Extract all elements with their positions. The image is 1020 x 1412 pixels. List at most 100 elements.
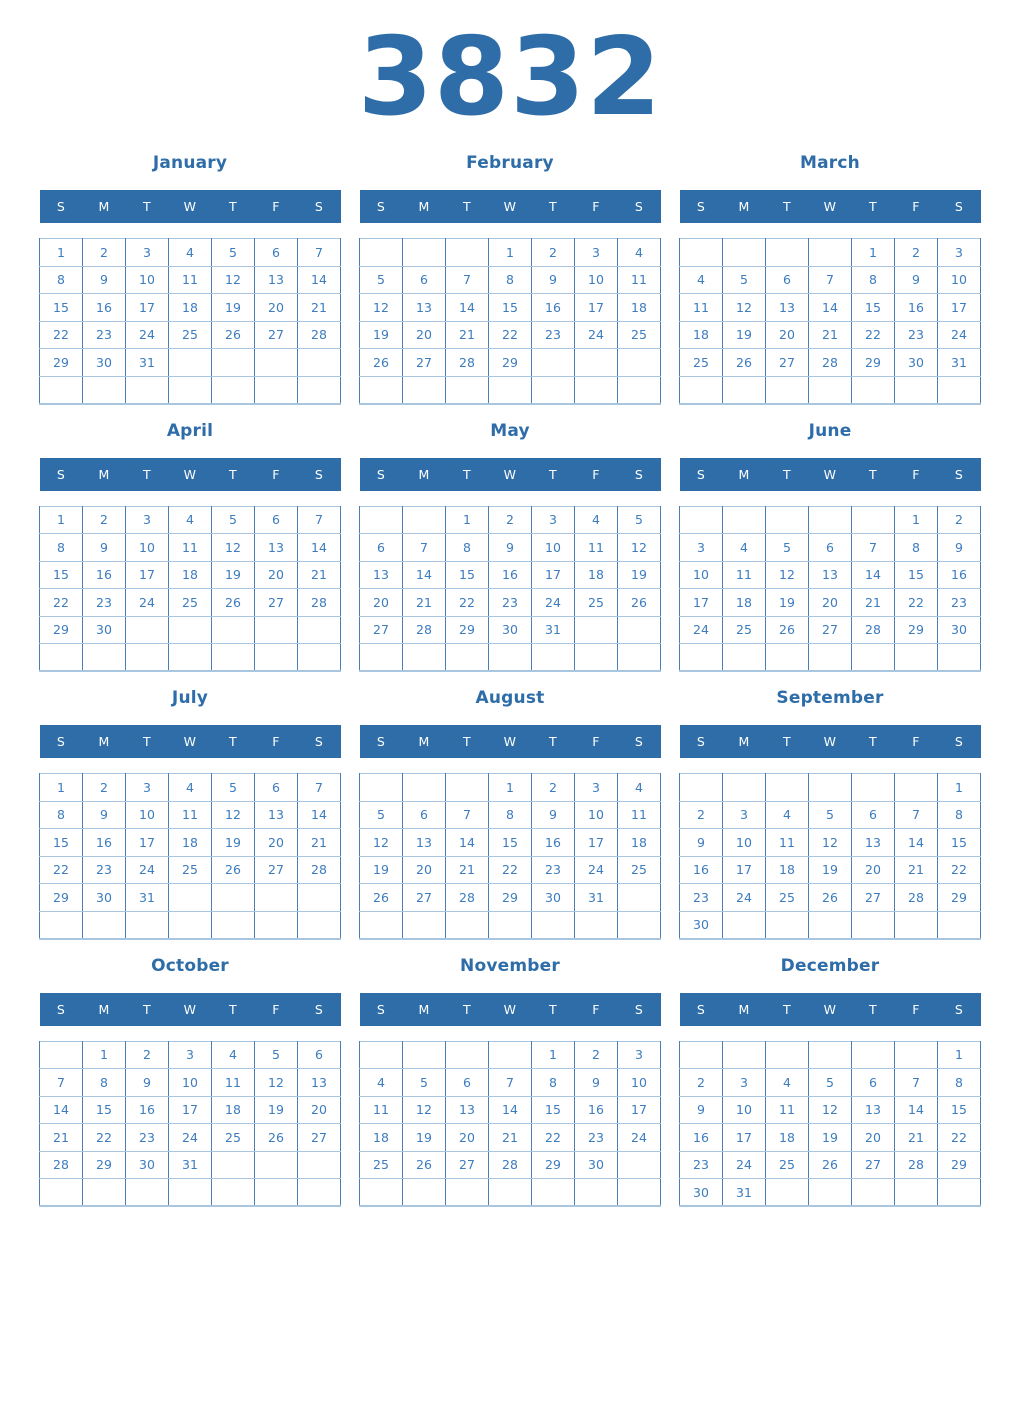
day-cell[interactable]: 20 — [254, 560, 298, 589]
day-cell[interactable]: 3 — [722, 800, 766, 829]
day-cell[interactable]: 26 — [617, 588, 661, 617]
day-cell[interactable]: 9 — [531, 265, 575, 294]
day-cell[interactable]: 2 — [82, 505, 126, 534]
day-cell[interactable]: 17 — [125, 560, 169, 589]
day-cell[interactable]: 20 — [402, 320, 446, 349]
day-cell[interactable]: 20 — [254, 828, 298, 857]
day-cell[interactable]: 16 — [82, 828, 126, 857]
day-cell[interactable]: 19 — [211, 828, 255, 857]
day-cell[interactable]: 8 — [39, 533, 83, 562]
day-cell[interactable]: 23 — [531, 855, 575, 884]
day-cell[interactable]: 23 — [531, 320, 575, 349]
day-cell[interactable]: 28 — [894, 883, 938, 912]
day-cell[interactable]: 30 — [531, 883, 575, 912]
day-cell[interactable]: 11 — [617, 265, 661, 294]
day-cell[interactable]: 7 — [851, 533, 895, 562]
day-cell[interactable]: 14 — [851, 560, 895, 589]
day-cell[interactable]: 25 — [168, 588, 212, 617]
day-cell[interactable]: 7 — [445, 800, 489, 829]
day-cell[interactable]: 29 — [39, 883, 83, 912]
day-cell[interactable]: 19 — [808, 855, 852, 884]
day-cell[interactable]: 6 — [402, 265, 446, 294]
day-cell[interactable]: 6 — [297, 1040, 341, 1069]
day-cell[interactable]: 19 — [765, 588, 809, 617]
day-cell[interactable]: 25 — [168, 855, 212, 884]
day-cell[interactable]: 1 — [82, 1040, 126, 1069]
day-cell[interactable]: 2 — [82, 238, 126, 267]
day-cell[interactable]: 12 — [765, 560, 809, 589]
day-cell[interactable]: 12 — [211, 265, 255, 294]
day-cell[interactable]: 13 — [254, 533, 298, 562]
day-cell[interactable]: 12 — [254, 1068, 298, 1097]
day-cell[interactable]: 16 — [531, 293, 575, 322]
day-cell[interactable]: 6 — [445, 1068, 489, 1097]
day-cell[interactable]: 20 — [851, 855, 895, 884]
day-cell[interactable]: 23 — [125, 1123, 169, 1152]
day-cell[interactable]: 21 — [39, 1123, 83, 1152]
day-cell[interactable]: 28 — [39, 1150, 83, 1179]
day-cell[interactable]: 4 — [765, 800, 809, 829]
day-cell[interactable]: 26 — [211, 320, 255, 349]
day-cell[interactable]: 29 — [531, 1150, 575, 1179]
day-cell[interactable]: 11 — [617, 800, 661, 829]
day-cell[interactable]: 25 — [617, 320, 661, 349]
day-cell[interactable]: 27 — [359, 615, 403, 644]
day-cell[interactable]: 19 — [359, 855, 403, 884]
day-cell[interactable]: 23 — [82, 320, 126, 349]
day-cell[interactable]: 18 — [617, 828, 661, 857]
day-cell[interactable]: 5 — [359, 265, 403, 294]
day-cell[interactable]: 23 — [574, 1123, 618, 1152]
day-cell[interactable]: 28 — [297, 855, 341, 884]
day-cell[interactable]: 16 — [82, 560, 126, 589]
day-cell[interactable]: 8 — [39, 800, 83, 829]
day-cell[interactable]: 12 — [211, 800, 255, 829]
day-cell[interactable]: 9 — [679, 828, 723, 857]
day-cell[interactable]: 4 — [722, 533, 766, 562]
day-cell[interactable]: 18 — [679, 320, 723, 349]
day-cell[interactable]: 24 — [722, 1150, 766, 1179]
day-cell[interactable]: 16 — [679, 855, 723, 884]
day-cell[interactable]: 30 — [82, 883, 126, 912]
day-cell[interactable]: 22 — [82, 1123, 126, 1152]
day-cell[interactable]: 10 — [937, 265, 981, 294]
day-cell[interactable]: 10 — [679, 560, 723, 589]
day-cell[interactable]: 3 — [617, 1040, 661, 1069]
day-cell[interactable]: 13 — [402, 293, 446, 322]
day-cell[interactable]: 19 — [211, 293, 255, 322]
day-cell[interactable]: 5 — [808, 800, 852, 829]
day-cell[interactable]: 11 — [211, 1068, 255, 1097]
day-cell[interactable]: 21 — [894, 855, 938, 884]
day-cell[interactable]: 8 — [82, 1068, 126, 1097]
day-cell[interactable]: 9 — [937, 533, 981, 562]
day-cell[interactable]: 27 — [765, 348, 809, 377]
day-cell[interactable]: 23 — [488, 588, 532, 617]
day-cell[interactable]: 29 — [851, 348, 895, 377]
day-cell[interactable]: 6 — [254, 773, 298, 802]
day-cell[interactable]: 23 — [82, 588, 126, 617]
day-cell[interactable]: 16 — [125, 1095, 169, 1124]
day-cell[interactable]: 1 — [531, 1040, 575, 1069]
day-cell[interactable]: 24 — [679, 615, 723, 644]
day-cell[interactable]: 14 — [297, 533, 341, 562]
day-cell[interactable]: 10 — [574, 800, 618, 829]
day-cell[interactable]: 30 — [894, 348, 938, 377]
day-cell[interactable]: 2 — [679, 1068, 723, 1097]
day-cell[interactable]: 23 — [679, 1150, 723, 1179]
day-cell[interactable]: 1 — [894, 505, 938, 534]
day-cell[interactable]: 13 — [297, 1068, 341, 1097]
day-cell[interactable]: 5 — [359, 800, 403, 829]
day-cell[interactable]: 30 — [82, 348, 126, 377]
day-cell[interactable]: 19 — [254, 1095, 298, 1124]
day-cell[interactable]: 26 — [402, 1150, 446, 1179]
day-cell[interactable]: 7 — [297, 238, 341, 267]
day-cell[interactable]: 12 — [808, 828, 852, 857]
day-cell[interactable]: 17 — [679, 588, 723, 617]
day-cell[interactable]: 11 — [722, 560, 766, 589]
day-cell[interactable]: 27 — [808, 615, 852, 644]
day-cell[interactable]: 28 — [851, 615, 895, 644]
day-cell[interactable]: 6 — [765, 265, 809, 294]
day-cell[interactable]: 25 — [679, 348, 723, 377]
day-cell[interactable]: 2 — [894, 238, 938, 267]
day-cell[interactable]: 10 — [125, 533, 169, 562]
day-cell[interactable]: 31 — [574, 883, 618, 912]
